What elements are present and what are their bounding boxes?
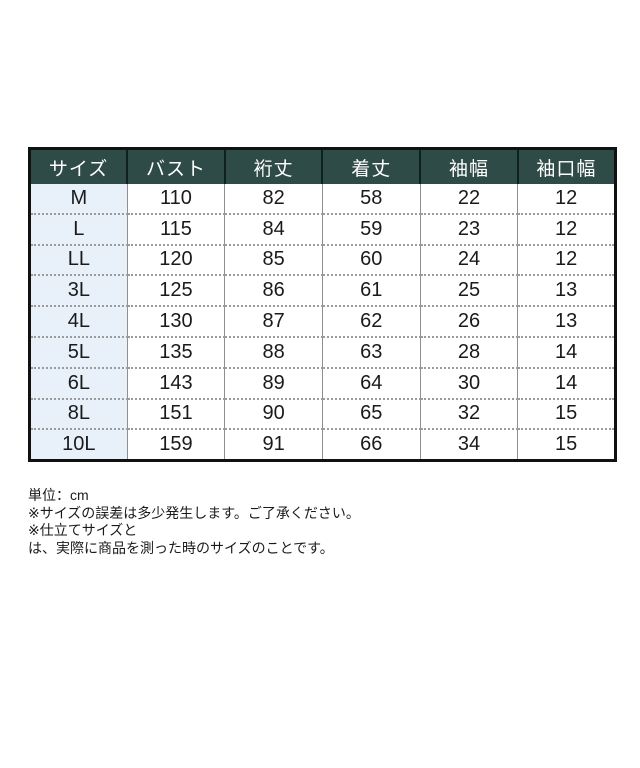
table-row: LL 120 85 60 24 12 bbox=[29, 243, 616, 276]
measurement-cell: 30 bbox=[419, 366, 518, 399]
table-row: 10L 159 91 66 34 15 bbox=[29, 428, 616, 461]
size-label-cell: L bbox=[29, 212, 128, 245]
measurement-cell: 23 bbox=[419, 212, 518, 245]
size-label-cell: 10L bbox=[29, 428, 128, 461]
footnotes: 単位：cm ※サイズの誤差は多少発生します。ご了承ください。 ※仕立てサイズと … bbox=[28, 487, 360, 557]
column-header: サイズ bbox=[29, 148, 128, 184]
measurement-cell: 63 bbox=[321, 335, 421, 368]
measurement-cell: 15 bbox=[517, 397, 616, 430]
measurement-cell: 12 bbox=[517, 184, 616, 214]
table-row: 5L 135 88 63 28 14 bbox=[29, 335, 616, 368]
measurement-cell: 58 bbox=[321, 184, 421, 214]
table-row: 8L 151 90 65 32 15 bbox=[29, 397, 616, 430]
measurement-cell: 130 bbox=[126, 305, 225, 337]
column-header: 着丈 bbox=[321, 148, 421, 184]
measurement-cell: 61 bbox=[321, 274, 421, 307]
measurement-cell: 143 bbox=[126, 366, 225, 399]
measurement-cell: 88 bbox=[224, 335, 323, 368]
measurement-cell: 82 bbox=[224, 184, 323, 214]
measurement-cell: 13 bbox=[517, 305, 616, 337]
measurement-cell: 14 bbox=[517, 366, 616, 399]
column-header: バスト bbox=[126, 148, 225, 184]
measurement-cell: 59 bbox=[321, 212, 421, 245]
measurement-cell: 65 bbox=[321, 397, 421, 430]
table-row: 4L 130 87 62 26 13 bbox=[29, 305, 616, 337]
column-header: 袖幅 bbox=[419, 148, 518, 184]
size-chart-container: サイズ バスト 裄丈 着丈 袖幅 袖口幅 M 110 82 58 22 12 L 115 84 59 23 12… bbox=[28, 147, 617, 463]
measurement-cell: 125 bbox=[126, 274, 225, 307]
measurement-cell: 22 bbox=[419, 184, 518, 214]
measurement-cell: 120 bbox=[126, 243, 225, 276]
table-row: 3L 125 86 61 25 13 bbox=[29, 274, 616, 307]
tailored-size-note-line1: ※仕立てサイズと bbox=[28, 522, 138, 539]
measurement-cell: 91 bbox=[224, 428, 323, 461]
table-row: M 110 82 58 22 12 bbox=[29, 184, 616, 214]
size-chart-table: サイズ バスト 裄丈 着丈 袖幅 袖口幅 M 110 82 58 22 12 L 115 84 59 23 12… bbox=[28, 147, 617, 463]
measurement-cell: 90 bbox=[224, 397, 323, 430]
measurement-cell: 15 bbox=[517, 428, 616, 461]
measurement-cell: 110 bbox=[126, 184, 225, 214]
size-label-cell: 3L bbox=[29, 274, 128, 307]
measurement-cell: 66 bbox=[321, 428, 421, 461]
size-label-cell: 8L bbox=[29, 397, 128, 430]
measurement-cell: 86 bbox=[224, 274, 323, 307]
measurement-cell: 62 bbox=[321, 305, 421, 337]
table-header: サイズ バスト 裄丈 着丈 袖幅 袖口幅 bbox=[29, 148, 616, 184]
measurement-cell: 115 bbox=[126, 212, 225, 245]
table-row: 6L 143 89 64 30 14 bbox=[29, 366, 616, 399]
unit-note: 単位：cm bbox=[28, 487, 89, 503]
measurement-cell: 60 bbox=[321, 243, 421, 276]
measurement-cell: 26 bbox=[419, 305, 518, 337]
measurement-cell: 14 bbox=[517, 335, 616, 368]
measurement-cell: 84 bbox=[224, 212, 323, 245]
measurement-cell: 135 bbox=[126, 335, 225, 368]
measurement-cell: 89 bbox=[224, 366, 323, 399]
header-row: サイズ バスト 裄丈 着丈 袖幅 袖口幅 bbox=[29, 148, 616, 184]
column-header: 袖口幅 bbox=[516, 148, 616, 184]
size-label-cell: 6L bbox=[29, 366, 128, 399]
column-header: 裄丈 bbox=[223, 148, 323, 184]
table-row: L 115 84 59 23 12 bbox=[29, 212, 616, 245]
measurement-cell: 32 bbox=[419, 397, 518, 430]
measurement-cell: 64 bbox=[321, 366, 421, 399]
measurement-cell: 28 bbox=[419, 335, 518, 368]
tailored-size-note-line2: は、実際に商品を測った時のサイズのことです。 bbox=[28, 539, 334, 556]
measurement-cell: 12 bbox=[517, 212, 616, 245]
tolerance-note: ※サイズの誤差は多少発生します。ご了承ください。 bbox=[28, 504, 360, 521]
measurement-cell: 34 bbox=[419, 428, 518, 461]
table-body: M 110 82 58 22 12 L 115 84 59 23 12 LL 120 85 60 24 12 3L 1… bbox=[29, 184, 616, 461]
measurement-cell: 159 bbox=[126, 428, 225, 461]
measurement-cell: 13 bbox=[517, 274, 616, 307]
measurement-cell: 25 bbox=[419, 274, 518, 307]
measurement-cell: 24 bbox=[419, 243, 518, 276]
size-label-cell: M bbox=[29, 184, 128, 214]
size-label-cell: 5L bbox=[29, 335, 128, 368]
size-label-cell: 4L bbox=[29, 305, 128, 337]
measurement-cell: 151 bbox=[126, 397, 225, 430]
measurement-cell: 87 bbox=[224, 305, 323, 337]
measurement-cell: 85 bbox=[224, 243, 323, 276]
measurement-cell: 12 bbox=[517, 243, 616, 276]
size-label-cell: LL bbox=[29, 243, 128, 276]
